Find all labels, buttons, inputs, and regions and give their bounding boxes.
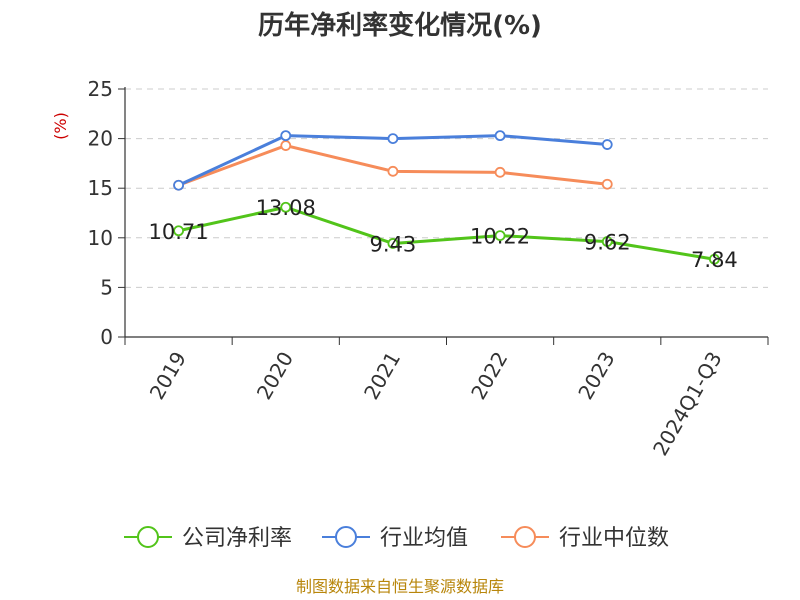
series-line-2 [178, 144, 608, 187]
data-point [601, 139, 613, 150]
data-point [387, 238, 399, 249]
data-label: 7.84 [691, 248, 738, 272]
series-layer [173, 130, 720, 265]
source-note: 制图数据来自恒生聚源数据库 [296, 577, 504, 596]
data-point [280, 201, 292, 213]
data-point [280, 140, 292, 151]
x-tick-label: 2022 [466, 348, 512, 404]
x-tick-label: 2019 [145, 348, 191, 404]
axes: 0 5 10 15 20 25 2019 2020 2021 2022 2023 2024Q1-Q3 [88, 77, 769, 460]
legend-label-2: 行业中位数 [559, 526, 669, 551]
grid-lines [125, 88, 768, 288]
legend-label-1: 行业均值 [380, 526, 468, 551]
data-label: 9.62 [584, 231, 631, 255]
x-tick-label: 2021 [359, 348, 405, 404]
legend-marker-1 [335, 526, 357, 548]
x-tick-label: 2020 [252, 348, 298, 404]
data-point [173, 179, 184, 191]
data-point [709, 253, 720, 265]
y-tick-label: 0 [100, 325, 113, 349]
y-axis-unit: (%) [51, 112, 70, 140]
data-point [387, 165, 399, 177]
x-tick-label: 2023 [573, 348, 619, 404]
y-tick-label: 15 [88, 176, 113, 200]
data-labels: 10.71 13.08 9.43 10.22 9.62 7.84 [149, 196, 738, 272]
data-label: 9.43 [370, 232, 417, 256]
data-point [494, 166, 506, 178]
x-tick-label: 2024Q1-Q3 [648, 348, 727, 460]
data-point [387, 133, 399, 145]
legend-label-0: 公司净利率 [182, 526, 292, 551]
data-point [494, 230, 506, 242]
data-label: 10.22 [470, 225, 530, 249]
y-tick-label: 10 [88, 226, 113, 250]
data-label: 13.08 [256, 196, 316, 220]
series-line-0 [178, 205, 715, 261]
legend-marker-2 [514, 526, 536, 548]
data-point [280, 130, 292, 142]
legend-marker-0 [137, 526, 159, 548]
y-tick-label: 5 [100, 275, 113, 299]
legend: 公司净利率 行业均值 行业中位数 [124, 526, 669, 551]
data-label: 10.71 [149, 220, 209, 244]
data-point [601, 178, 613, 190]
chart-title: 历年净利率变化情况(%) [258, 10, 542, 41]
data-point [494, 130, 506, 142]
data-point [173, 225, 184, 237]
y-tick-label: 20 [88, 127, 113, 151]
data-point [601, 236, 613, 247]
y-tick-label: 25 [88, 77, 113, 101]
